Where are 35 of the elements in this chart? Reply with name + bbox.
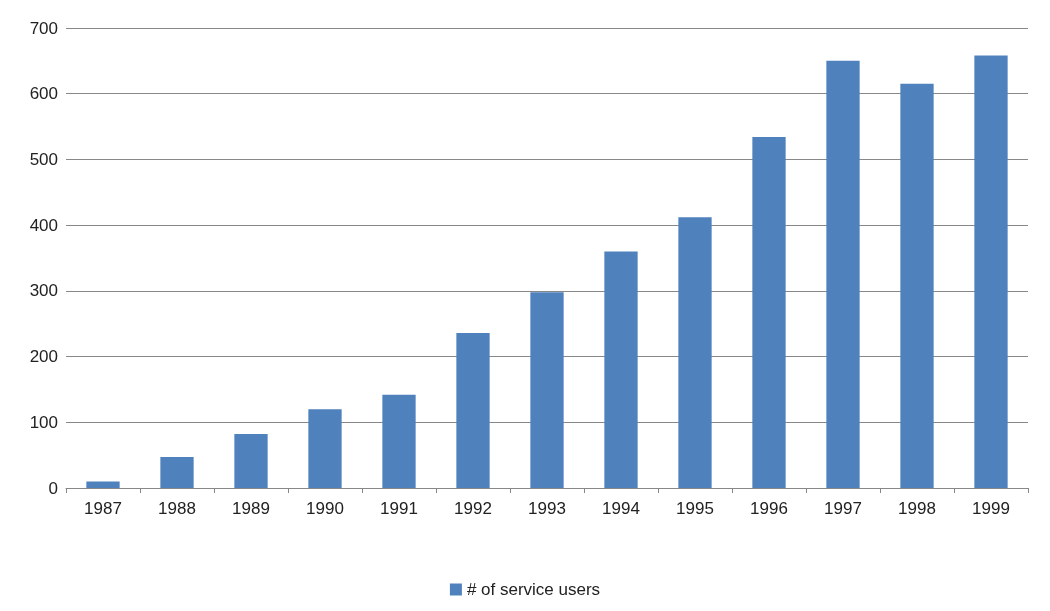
bar xyxy=(308,409,342,488)
y-tick-label: 300 xyxy=(29,281,58,301)
x-tick-label: 1990 xyxy=(306,499,344,518)
y-tick-label: 200 xyxy=(29,347,58,367)
x-tick-label: 1989 xyxy=(232,499,270,518)
y-tick-label: 0 xyxy=(48,478,58,498)
y-tick-label: 100 xyxy=(29,412,58,432)
bar xyxy=(678,217,712,488)
y-tick-label: 500 xyxy=(29,149,58,169)
x-tick-label: 1998 xyxy=(898,499,936,518)
bar xyxy=(604,251,638,488)
bar xyxy=(900,83,934,488)
y-tick-label: 600 xyxy=(29,84,58,104)
bar xyxy=(86,481,120,488)
bar xyxy=(530,292,564,488)
x-tick-label: 1993 xyxy=(528,499,566,518)
bar xyxy=(752,137,786,488)
bar xyxy=(382,394,416,488)
bar xyxy=(456,332,490,488)
x-tick-label: 1991 xyxy=(380,499,418,518)
x-tick-label: 1999 xyxy=(972,499,1010,518)
bar xyxy=(234,434,268,488)
y-tick-label: 400 xyxy=(29,215,58,235)
x-tick-label: 1992 xyxy=(454,499,492,518)
x-tick-label: 1995 xyxy=(676,499,714,518)
x-tick-label: 1988 xyxy=(158,499,196,518)
bar xyxy=(974,55,1008,488)
x-tick-label: 1987 xyxy=(84,499,122,518)
x-tick-label: 1997 xyxy=(824,499,862,518)
bar xyxy=(826,60,860,488)
y-tick-label: 700 xyxy=(29,18,58,38)
legend-label: # of service users xyxy=(466,580,601,599)
bar xyxy=(160,457,194,488)
x-tick-label: 1996 xyxy=(750,499,788,518)
x-tick-label: 1994 xyxy=(602,499,640,518)
